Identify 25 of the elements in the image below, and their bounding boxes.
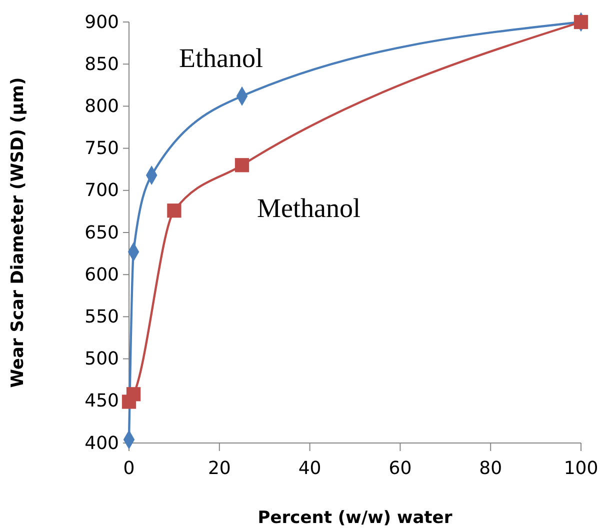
y-tick-label: 400 — [84, 432, 119, 454]
y-tick-label: 500 — [84, 348, 119, 370]
x-tick-label: 0 — [123, 458, 135, 479]
point — [167, 204, 182, 218]
y-tick-label: 600 — [84, 264, 119, 286]
series-label: Methanol — [257, 193, 360, 223]
y-axis-title: Wear Scar Diameter (WSD) (µm) — [8, 77, 28, 388]
y-tick-label: 900 — [84, 12, 119, 33]
point — [126, 387, 141, 402]
series-label: Ethanol — [179, 43, 263, 73]
x-tick-label: 80 — [479, 458, 502, 479]
x-tick-label: 20 — [208, 458, 231, 479]
y-tick-label: 550 — [84, 306, 119, 328]
y-tick-label: 700 — [84, 180, 119, 202]
y-tick-label: 650 — [84, 222, 119, 244]
point — [234, 158, 250, 172]
point — [574, 14, 588, 30]
y-tick-label: 750 — [84, 138, 119, 160]
x-tick-label: 100 — [564, 458, 598, 479]
y-tick-label: 800 — [84, 96, 119, 117]
x-tick-label: 40 — [298, 458, 322, 479]
y-tick-label: 450 — [84, 390, 119, 412]
y-tick-label: 850 — [84, 54, 119, 75]
x-tick-label: 60 — [388, 458, 412, 479]
x-axis-title: Percent (w/w) water — [258, 508, 453, 528]
